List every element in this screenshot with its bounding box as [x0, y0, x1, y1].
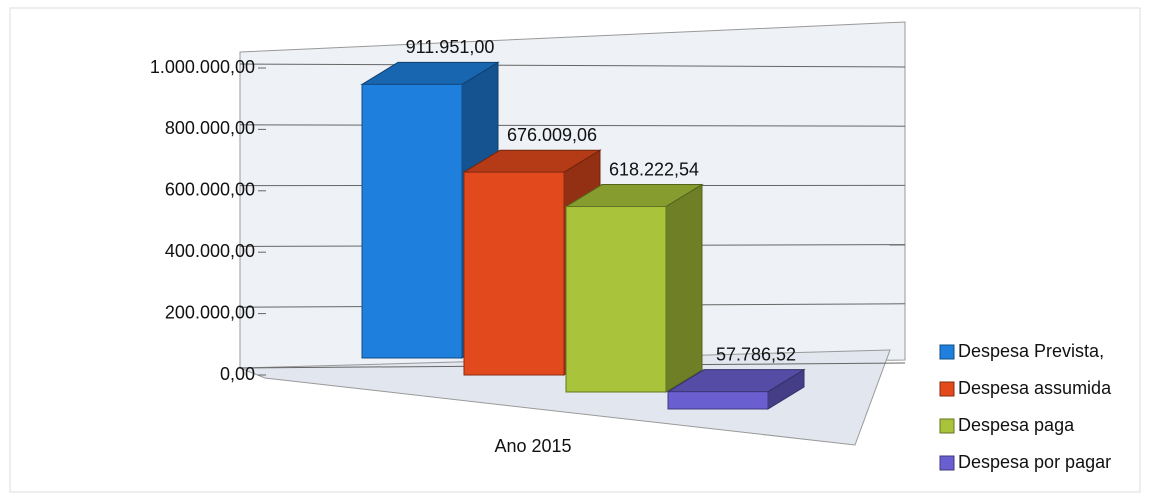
y-tick-label: 400.000,00: [165, 241, 255, 261]
y-tick-label: 800.000,00: [165, 118, 255, 138]
data-label: 618.222,54: [609, 159, 699, 179]
bar: [463, 171, 565, 376]
grid-line: [239, 124, 906, 127]
y-tick-label: 0,00: [220, 364, 255, 384]
legend-swatch: [939, 418, 955, 434]
bar: [361, 83, 463, 359]
legend-swatch: [939, 344, 955, 360]
legend-label: Despesa por pagar: [958, 452, 1111, 472]
y-tick-label: 1.000.000,00: [150, 57, 255, 77]
legend-label: Despesa Prevista,: [958, 341, 1104, 361]
data-label: 676.009,06: [507, 125, 597, 145]
y-tick-label: 600.000,00: [165, 180, 255, 200]
grid-line: [239, 63, 906, 68]
bar: [565, 206, 667, 393]
category-label: Ano 2015: [494, 436, 571, 456]
y-tick-label: 200.000,00: [165, 302, 255, 322]
bar: [667, 391, 769, 410]
legend-label: Despesa paga: [958, 415, 1075, 435]
data-label: 57.786,52: [716, 344, 796, 364]
bar-side: [665, 183, 703, 393]
legend-swatch: [939, 381, 955, 397]
legend-label: Despesa assumida: [958, 378, 1112, 398]
legend-swatch: [939, 455, 955, 471]
data-label: 911.951,00: [406, 37, 495, 57]
